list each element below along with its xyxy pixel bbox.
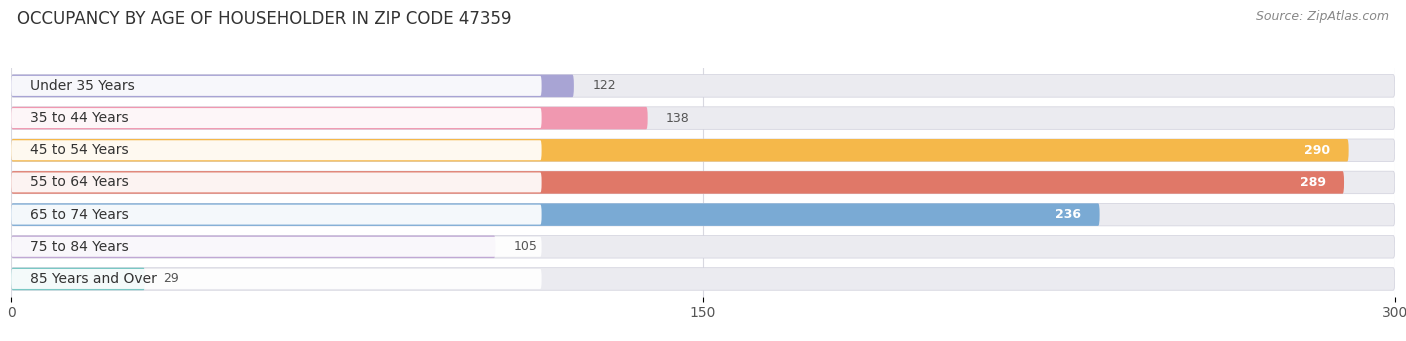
Text: 29: 29 — [163, 272, 179, 285]
Text: 45 to 54 Years: 45 to 54 Years — [30, 143, 128, 157]
Text: 65 to 74 Years: 65 to 74 Years — [30, 208, 128, 222]
FancyBboxPatch shape — [11, 205, 541, 225]
FancyBboxPatch shape — [11, 173, 541, 192]
FancyBboxPatch shape — [11, 269, 541, 289]
FancyBboxPatch shape — [11, 171, 1395, 194]
FancyBboxPatch shape — [11, 108, 541, 128]
Text: OCCUPANCY BY AGE OF HOUSEHOLDER IN ZIP CODE 47359: OCCUPANCY BY AGE OF HOUSEHOLDER IN ZIP C… — [17, 10, 512, 28]
Text: 55 to 64 Years: 55 to 64 Years — [30, 175, 128, 190]
FancyBboxPatch shape — [11, 139, 1395, 162]
Text: 138: 138 — [666, 112, 690, 124]
Text: 122: 122 — [592, 79, 616, 92]
FancyBboxPatch shape — [11, 236, 495, 258]
Text: 75 to 84 Years: 75 to 84 Years — [30, 240, 128, 254]
FancyBboxPatch shape — [11, 268, 1395, 290]
Text: 289: 289 — [1299, 176, 1326, 189]
Text: Source: ZipAtlas.com: Source: ZipAtlas.com — [1256, 10, 1389, 23]
FancyBboxPatch shape — [11, 171, 1344, 194]
FancyBboxPatch shape — [11, 203, 1099, 226]
Text: 236: 236 — [1054, 208, 1081, 221]
FancyBboxPatch shape — [11, 140, 541, 160]
FancyBboxPatch shape — [11, 76, 541, 96]
FancyBboxPatch shape — [11, 237, 541, 257]
FancyBboxPatch shape — [11, 75, 1395, 97]
FancyBboxPatch shape — [11, 203, 1395, 226]
FancyBboxPatch shape — [11, 139, 1348, 162]
Text: Under 35 Years: Under 35 Years — [30, 79, 135, 93]
Text: 290: 290 — [1303, 144, 1330, 157]
Text: 105: 105 — [515, 240, 538, 253]
FancyBboxPatch shape — [11, 107, 648, 129]
FancyBboxPatch shape — [11, 75, 574, 97]
FancyBboxPatch shape — [11, 107, 1395, 129]
FancyBboxPatch shape — [11, 236, 1395, 258]
FancyBboxPatch shape — [11, 268, 145, 290]
Text: 85 Years and Over: 85 Years and Over — [30, 272, 156, 286]
Text: 35 to 44 Years: 35 to 44 Years — [30, 111, 128, 125]
